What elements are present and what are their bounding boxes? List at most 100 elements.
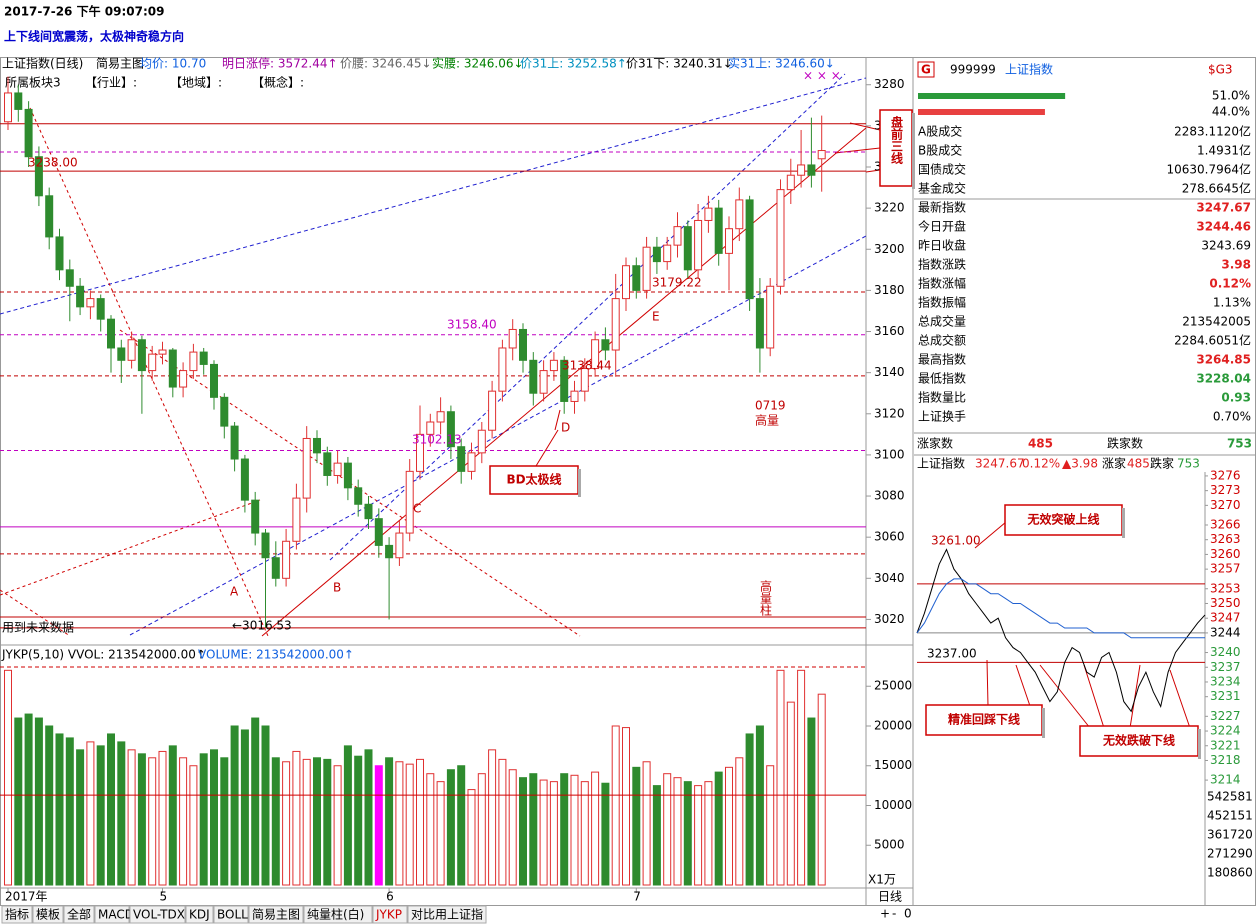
- candle-body: [24, 108, 33, 158]
- volume-bar: [745, 733, 754, 886]
- row-value: 213542005: [1182, 315, 1251, 329]
- tab[interactable]: [407, 905, 487, 924]
- volume-tick-label: 180860: [1207, 866, 1253, 880]
- row-value: 0.70%: [1213, 410, 1251, 424]
- annotation: A: [230, 585, 239, 599]
- tag: 【行业】:: [85, 76, 137, 90]
- y-tick-label: 3160: [874, 324, 905, 338]
- breadth: 753: [1227, 437, 1252, 451]
- volume-bar: [148, 757, 157, 886]
- y-tick-label: 3140: [874, 365, 905, 379]
- pointer: [974, 521, 1007, 549]
- badge-box: [917, 61, 935, 78]
- row-label: 指数振幅: [918, 295, 966, 310]
- candle-body: [45, 195, 54, 238]
- volume-bar: [395, 761, 404, 886]
- callout: 盘前三线: [890, 115, 904, 165]
- volume-bar: [632, 766, 641, 886]
- row-value: 0.12%: [1209, 277, 1251, 291]
- volume-bar: [683, 781, 692, 886]
- pointer: [1015, 664, 1031, 707]
- x-tick-label: 5: [160, 890, 168, 904]
- candle-body: [766, 285, 775, 349]
- row-label: 上证换手: [918, 410, 966, 424]
- tab[interactable]: [32, 905, 64, 924]
- volume-bar: [786, 701, 795, 886]
- candle-body: [302, 437, 311, 499]
- volume-bar: [642, 761, 651, 886]
- candle-body: [292, 497, 301, 542]
- volume-tick-label: 271290: [1207, 847, 1253, 861]
- candle-body: [786, 174, 795, 191]
- y-tick-label: 3218: [1210, 753, 1241, 767]
- volume-bar: [385, 757, 394, 886]
- y-tick-label: 3244: [1210, 625, 1241, 639]
- chart-title: 上证指数(日线): [2, 56, 83, 71]
- volume-bar: [549, 781, 558, 886]
- volume-bar: [354, 755, 363, 886]
- row-label: 国债成交: [918, 162, 966, 177]
- tab[interactable]: [303, 905, 373, 924]
- annotation: 3158.40: [447, 318, 497, 332]
- volume-bar: [14, 717, 23, 886]
- tab[interactable]: [213, 905, 249, 924]
- callout: 无效突破上线: [1026, 512, 1099, 527]
- chart-subtitle: 简易主图: [96, 57, 144, 71]
- pointer: [865, 169, 881, 173]
- pointer: [554, 409, 561, 431]
- volume-bar: [591, 771, 600, 886]
- annotation: 3237.00: [927, 647, 977, 661]
- tab[interactable]: [372, 905, 408, 924]
- callout-shadow: [1042, 708, 1045, 738]
- volume-bar: [313, 757, 321, 886]
- y-tick-label: 3240: [1210, 645, 1241, 659]
- y-tick-label: 3257: [1210, 562, 1241, 576]
- callout-shadow: [912, 113, 915, 189]
- annotation: D: [561, 421, 570, 435]
- volume-bar: [117, 741, 126, 886]
- tag: $G3: [1208, 63, 1233, 77]
- y-tick-label: 3060: [874, 530, 905, 544]
- mini-header: 涨家: [1102, 456, 1126, 471]
- tab[interactable]: [63, 905, 95, 924]
- volume-bar: [323, 758, 332, 886]
- row-label: 指数涨跌: [918, 257, 966, 272]
- tab[interactable]: [185, 905, 214, 924]
- index-name: 上证指数: [1005, 62, 1053, 77]
- candle-body: [725, 228, 733, 254]
- tab[interactable]: [94, 905, 130, 924]
- y-tick-label: 3250: [1210, 596, 1241, 610]
- x-tick-label: 6: [386, 890, 394, 904]
- tab[interactable]: [129, 905, 186, 924]
- row-value: 2284.6051亿: [1174, 333, 1251, 348]
- y-tick-label: 3120: [874, 406, 905, 420]
- y-tick-label: 3280: [874, 77, 905, 91]
- annotation: B: [333, 581, 341, 595]
- volume-title: JYKP(5,10) VVOL: 213542000.00↑: [1, 648, 206, 662]
- tab[interactable]: [1, 905, 33, 924]
- row-value: 2283.1120亿: [1174, 124, 1251, 139]
- tab[interactable]: [248, 905, 304, 924]
- y-tick-label: 3200: [874, 242, 905, 256]
- y-tick-label: 3266: [1210, 517, 1241, 531]
- candle-body: [240, 458, 249, 501]
- volume-bar: [158, 750, 167, 886]
- volume-bar: [467, 789, 476, 886]
- candle-body: [34, 156, 43, 197]
- candle-body: [374, 518, 383, 546]
- row-value: 3264.85: [1196, 353, 1251, 367]
- y-tick-label: 3276: [1210, 468, 1241, 482]
- y-tick-label: 3224: [1210, 724, 1241, 738]
- candle-body: [673, 226, 682, 246]
- row-label: 最新指数: [918, 200, 966, 215]
- candle-body: [457, 446, 466, 472]
- mini-header: 485: [1127, 457, 1150, 471]
- row-value: 0.93: [1221, 391, 1251, 405]
- y-tick-label: 3260: [1210, 547, 1241, 561]
- y-tick-label: 3180: [874, 283, 905, 297]
- annotation: E: [652, 310, 660, 324]
- y-tick-label: 3227: [1210, 709, 1241, 723]
- volume-bar: [498, 758, 507, 886]
- trend-line: [329, 73, 846, 561]
